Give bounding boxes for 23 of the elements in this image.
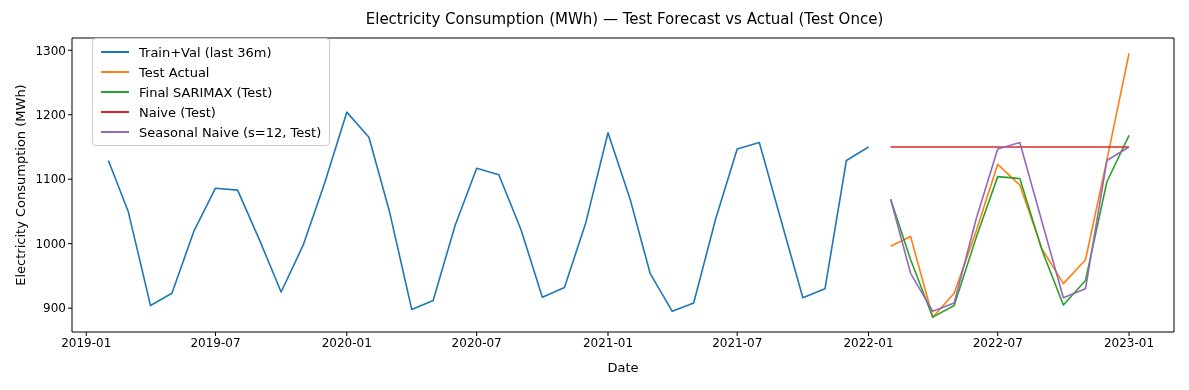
x-tick-label: 2021-07 — [712, 335, 763, 350]
legend-label: Test Actual — [139, 64, 210, 80]
line-series — [889, 52, 1130, 318]
x-tick-label: 2021-01 — [582, 335, 634, 350]
x-tick-label: 2022-01 — [843, 335, 894, 350]
legend-label: Seasonal Naive (s=12, Test) — [139, 124, 322, 140]
chart-title: Electricity Consumption (MWh) — Test Forecast vs Actual (Test Once) — [364, 9, 885, 30]
x-axis-title: Date — [607, 360, 639, 375]
y-tick-label: 1200 — [35, 107, 66, 122]
x-tick-label: 2019-07 — [190, 335, 241, 350]
y-tick-label: 900 — [43, 301, 66, 316]
x-tick-label: 2022-07 — [972, 335, 1023, 350]
y-tick-label: 1300 — [35, 43, 66, 58]
x-tick-label: 2020-07 — [451, 335, 502, 350]
x-tick-label: 2019-01 — [61, 335, 112, 350]
x-tick-label: 2023-01 — [1103, 335, 1155, 350]
y-axis-title: Electricity Consumption (MWh) — [12, 84, 28, 286]
legend-label: Train+Val (last 36m) — [139, 44, 272, 60]
legend-label: Naive (Test) — [139, 104, 216, 120]
y-tick-label: 1100 — [35, 172, 66, 187]
x-tick-label: 2020-01 — [321, 335, 372, 350]
y-tick-label: 1000 — [35, 236, 66, 251]
legend-label: Final SARIMAX (Test) — [139, 84, 273, 100]
